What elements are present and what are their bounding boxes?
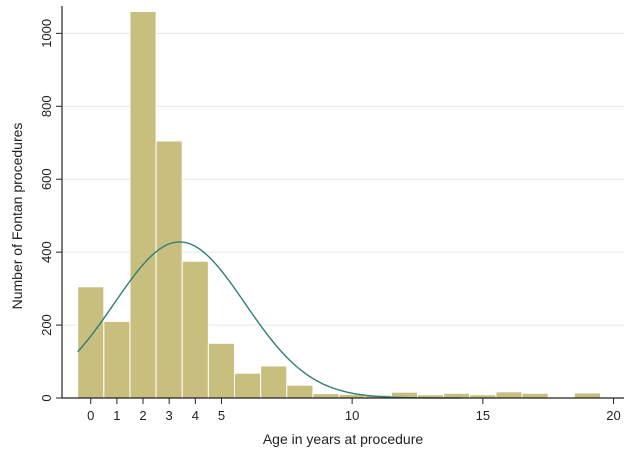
y-axis-ticks: 0 200 400 600 800 1000 (39, 19, 62, 402)
x-tick-label-8: 20 (606, 408, 620, 423)
histogram-bar-0 (77, 286, 105, 399)
histogram-bar-3 (155, 140, 183, 399)
histogram-bar-8 (286, 384, 314, 399)
x-tick-label-1: 1 (113, 408, 120, 423)
histogram-bar-2 (129, 10, 157, 399)
y-tick-label-2: 400 (39, 241, 54, 263)
x-tick-label-5: 5 (218, 408, 225, 423)
x-tick-label-0: 0 (87, 408, 94, 423)
histogram-bar-6 (234, 372, 262, 399)
histogram-bar-1 (103, 320, 131, 399)
histogram-bar-16 (495, 391, 523, 399)
y-axis-title: Number of Fontan procedures (9, 123, 25, 310)
histogram-bar-5 (207, 342, 236, 399)
normal-density-curve (77, 241, 461, 399)
histogram-bar-7 (260, 365, 288, 399)
histogram-bar-9 (312, 393, 340, 399)
y-tick-label-3: 600 (39, 168, 54, 190)
y-tick-label-1: 200 (39, 314, 54, 336)
y-tick-label-0: 0 (39, 394, 54, 401)
x-tick-label-4: 4 (192, 408, 199, 423)
x-axis-ticks: 0 1 2 3 4 5 10 15 20 (87, 398, 621, 423)
axes (61, 6, 624, 399)
y-tick-label-4: 800 (39, 95, 54, 117)
histogram-bar-19 (573, 392, 601, 399)
x-tick-label-7: 15 (476, 408, 490, 423)
x-tick-label-6: 10 (345, 408, 359, 423)
histogram-bar-17 (521, 392, 549, 399)
histogram-bar-4 (181, 260, 209, 399)
x-axis-title: Age in years at procedure (263, 431, 424, 447)
x-tick-label-2: 2 (139, 408, 146, 423)
x-tick-label-3: 3 (166, 408, 173, 423)
y-tick-label-5: 1000 (39, 19, 54, 48)
histogram-bars (77, 10, 601, 399)
